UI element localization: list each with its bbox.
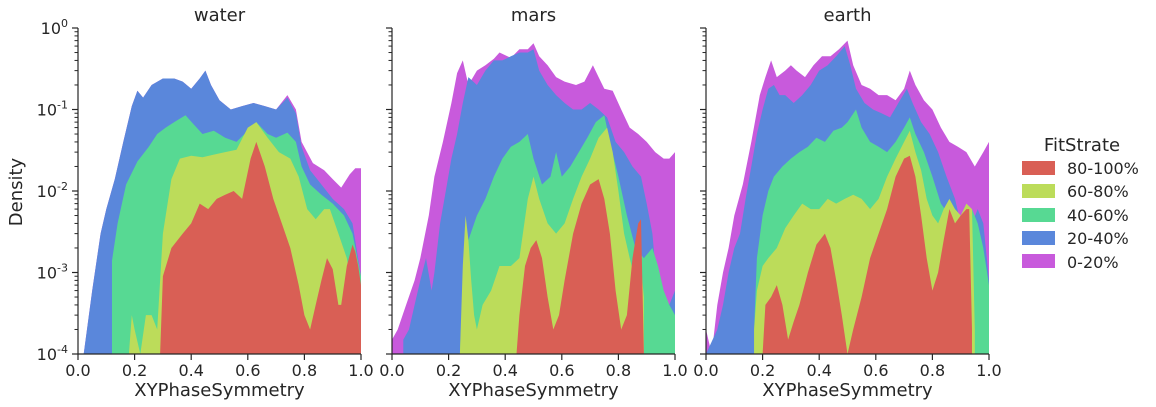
y-tick-exponent: -3 xyxy=(57,262,68,275)
x-tick-label: 1.0 xyxy=(976,361,1001,380)
x-tick-label: 0.4 xyxy=(178,361,203,380)
x-tick-label: 0.0 xyxy=(65,361,90,380)
legend-label: 0-20% xyxy=(1067,253,1119,272)
x-tick-label: 0.4 xyxy=(806,361,831,380)
legend-swatch xyxy=(1022,161,1055,175)
legend-entry: 0-20% xyxy=(1022,253,1119,272)
legend-entry: 80-100% xyxy=(1022,159,1139,178)
x-tick-label: 0.6 xyxy=(235,361,260,380)
y-tick-label: 10-2 xyxy=(37,180,68,201)
y-tick-label: 10-1 xyxy=(37,99,68,120)
y-axis-label: Density xyxy=(6,157,27,226)
legend-label: 60-80% xyxy=(1067,182,1129,201)
x-axis-label: XYPhaseSymmetry xyxy=(134,380,305,401)
x-tick-label: 1.0 xyxy=(348,361,373,380)
y-tick-exponent: -4 xyxy=(57,343,68,356)
y-tick-base: 10 xyxy=(41,19,61,38)
x-tick-label: 0.8 xyxy=(292,361,317,380)
panel-title: water xyxy=(194,5,246,26)
panel-title: mars xyxy=(511,5,556,26)
legend-label: 40-60% xyxy=(1067,206,1129,225)
y-tick-exponent: -1 xyxy=(57,99,68,112)
x-axis-label: XYPhaseSymmetry xyxy=(448,380,619,401)
y-tick-label: 10-3 xyxy=(37,262,68,283)
legend-label: 80-100% xyxy=(1067,159,1139,178)
y-tick-exponent: -2 xyxy=(57,180,68,193)
x-tick-label: 0.2 xyxy=(750,361,775,380)
legend: FitStrate 80-100% 60-80% 40-60% 20-40% 0… xyxy=(1022,135,1139,272)
x-axis-label: XYPhaseSymmetry xyxy=(762,380,933,401)
y-tick-base: 10 xyxy=(37,264,57,283)
legend-swatch xyxy=(1022,254,1055,268)
y-tick-label: 100 xyxy=(41,17,68,38)
area-80-100% xyxy=(160,141,361,354)
legend-swatch xyxy=(1022,231,1055,245)
legend-swatch xyxy=(1022,208,1055,222)
x-tick-label: 0.8 xyxy=(606,361,631,380)
area-80-100% xyxy=(762,155,972,354)
x-tick-label: 0.0 xyxy=(693,361,718,380)
y-tick-exponent: 0 xyxy=(61,17,68,30)
panel-earth: 0.0 0.2 0.4 0.6 0.8 1.0 earth XYPhaseSymmetry xyxy=(693,5,1001,401)
legend-entry: 20-40% xyxy=(1022,229,1129,248)
legend-entry: 60-80% xyxy=(1022,182,1129,201)
legend-entry: 40-60% xyxy=(1022,206,1129,225)
panel-title: earth xyxy=(824,5,872,26)
x-tick-label: 0.2 xyxy=(436,361,461,380)
x-tick-label: 0.2 xyxy=(122,361,147,380)
x-tick-label: 0.6 xyxy=(863,361,888,380)
y-tick-base: 10 xyxy=(37,345,57,364)
x-tick-label: 0.8 xyxy=(920,361,945,380)
legend-title: FitStrate xyxy=(1044,135,1120,156)
x-tick-label: 1.0 xyxy=(662,361,687,380)
area-80-100% xyxy=(516,179,644,354)
x-tick-label: 0.6 xyxy=(549,361,574,380)
x-tick-label: 0.4 xyxy=(492,361,517,380)
legend-label: 20-40% xyxy=(1067,229,1129,248)
panel-mars: 0.0 0.2 0.4 0.6 0.8 1.0 mars XYPhaseSymmetry xyxy=(379,5,687,401)
y-tick-base: 10 xyxy=(37,101,57,120)
y-tick-base: 10 xyxy=(37,182,57,201)
x-tick-label: 0.0 xyxy=(379,361,404,380)
legend-swatch xyxy=(1022,184,1055,198)
y-tick-label: 10-4 xyxy=(37,343,68,364)
